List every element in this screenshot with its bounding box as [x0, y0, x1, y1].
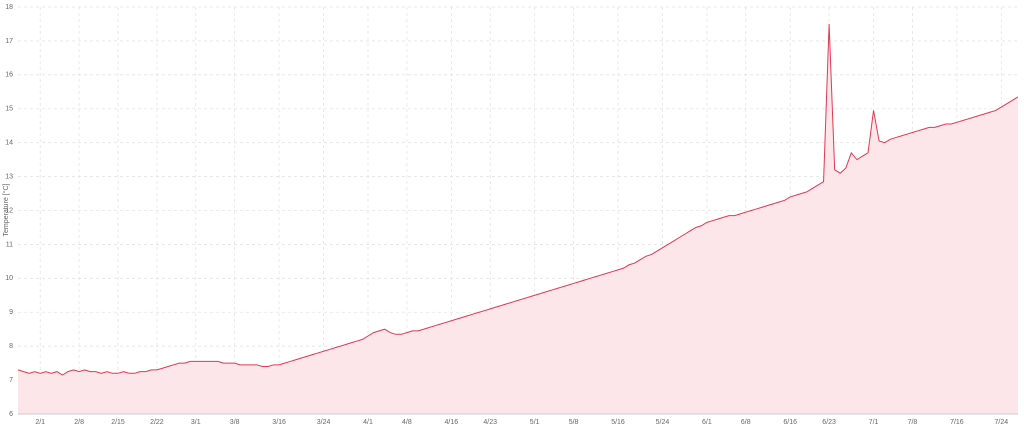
y-tick-label: 6 — [9, 411, 13, 418]
x-tick-label: 6/16 — [783, 419, 797, 426]
y-tick-label: 14 — [5, 140, 13, 147]
x-tick-label: 5/24 — [656, 419, 670, 426]
y-tick-label: 16 — [5, 72, 13, 79]
area-fill — [18, 23, 1018, 415]
y-tick-label: 11 — [6, 241, 13, 248]
x-tick-label: 7/24 — [995, 419, 1009, 426]
y-tick-label: 15 — [5, 106, 13, 113]
x-tick-label: 3/24 — [317, 419, 331, 426]
x-tick-label: 4/16 — [445, 419, 459, 426]
x-tick-label: 2/15 — [111, 419, 125, 426]
y-tick-label: 9 — [9, 309, 13, 316]
x-tick-label: 3/1 — [191, 419, 201, 426]
y-tick-label: 17 — [5, 38, 13, 45]
x-tick-label: 3/8 — [230, 419, 240, 426]
y-tick-label: 13 — [5, 173, 13, 180]
x-tick-label: 7/16 — [950, 419, 964, 426]
y-tick-label: 7 — [9, 377, 13, 384]
x-tick-label: 3/16 — [272, 419, 286, 426]
y-tick-label: 12 — [5, 207, 13, 214]
x-tick-label: 5/1 — [530, 419, 540, 426]
x-tick-label: 2/8 — [74, 419, 84, 426]
x-tick-label: 5/16 — [611, 419, 625, 426]
area-line — [17, 23, 1019, 376]
x-tick-label: 2/1 — [35, 419, 45, 426]
x-tick-label: 7/1 — [869, 419, 879, 426]
y-axis-title: Temperature [°C] — [2, 183, 10, 236]
x-tick-label: 5/8 — [569, 419, 579, 426]
x-tick-label: 4/8 — [402, 419, 412, 426]
y-tick-label: 10 — [5, 275, 13, 282]
x-tick-label: 7/8 — [908, 419, 918, 426]
x-tick-label: 4/1 — [363, 419, 373, 426]
y-tick-label: 8 — [9, 343, 13, 350]
x-tick-label: 4/23 — [483, 419, 497, 426]
x-tick-label: 6/1 — [702, 419, 712, 426]
y-tick-label: 18 — [5, 4, 13, 11]
x-tick-label: 2/22 — [150, 419, 164, 426]
x-tick-label: 6/23 — [822, 419, 836, 426]
x-tick-label: 6/8 — [741, 419, 751, 426]
